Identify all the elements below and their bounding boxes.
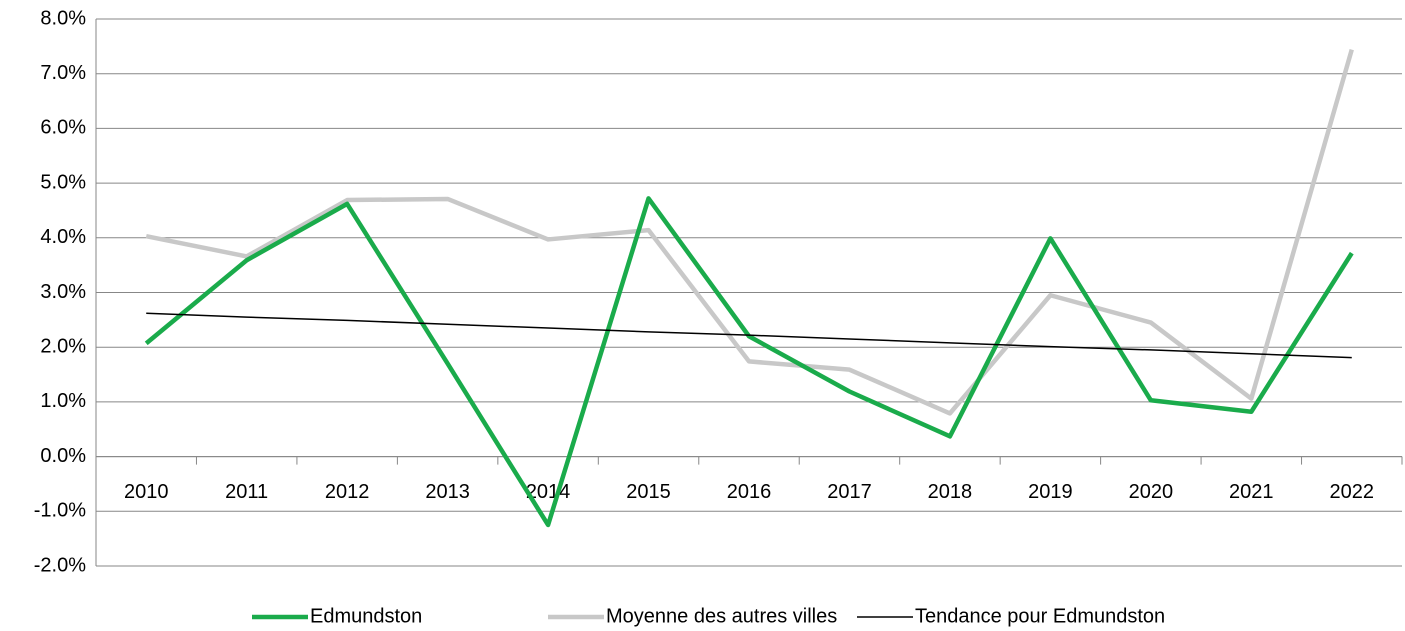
x-tick-label: 2015	[626, 481, 671, 503]
y-tick-label: 1.0%	[40, 390, 86, 412]
y-tick-label: 3.0%	[40, 281, 86, 303]
x-tick-label: 2019	[1028, 481, 1073, 503]
legend-label: Edmundston	[310, 605, 422, 627]
y-tick-label: 6.0%	[40, 117, 86, 139]
series-line	[145, 49, 1354, 416]
series-line	[146, 312, 1352, 359]
x-tick-label: 2013	[425, 481, 470, 503]
legend-label: Tendance pour Edmundston	[915, 605, 1165, 627]
x-tick-label: 2021	[1229, 481, 1274, 503]
series-line	[144, 196, 1354, 528]
y-tick-label: 7.0%	[40, 62, 86, 84]
x-tick-label: 2010	[124, 481, 169, 503]
x-tick-label: 2022	[1330, 481, 1375, 503]
y-tick-label: -2.0%	[34, 554, 86, 576]
x-tick-label: 2020	[1129, 481, 1174, 503]
x-tick-label: 2018	[928, 481, 973, 503]
x-tick-label: 2016	[727, 481, 772, 503]
x-tick-label: 2012	[325, 481, 370, 503]
y-tick-label: 5.0%	[40, 171, 86, 193]
y-tick-label: 8.0%	[40, 7, 86, 29]
y-tick-label: 2.0%	[40, 335, 86, 357]
legend-label: Moyenne des autres villes	[606, 605, 837, 627]
y-tick-label: 4.0%	[40, 226, 86, 248]
x-tick-label: 2011	[225, 481, 268, 503]
y-tick-label: -1.0%	[34, 500, 86, 522]
y-tick-label: 0.0%	[40, 445, 86, 467]
x-tick-label: 2017	[827, 481, 872, 503]
